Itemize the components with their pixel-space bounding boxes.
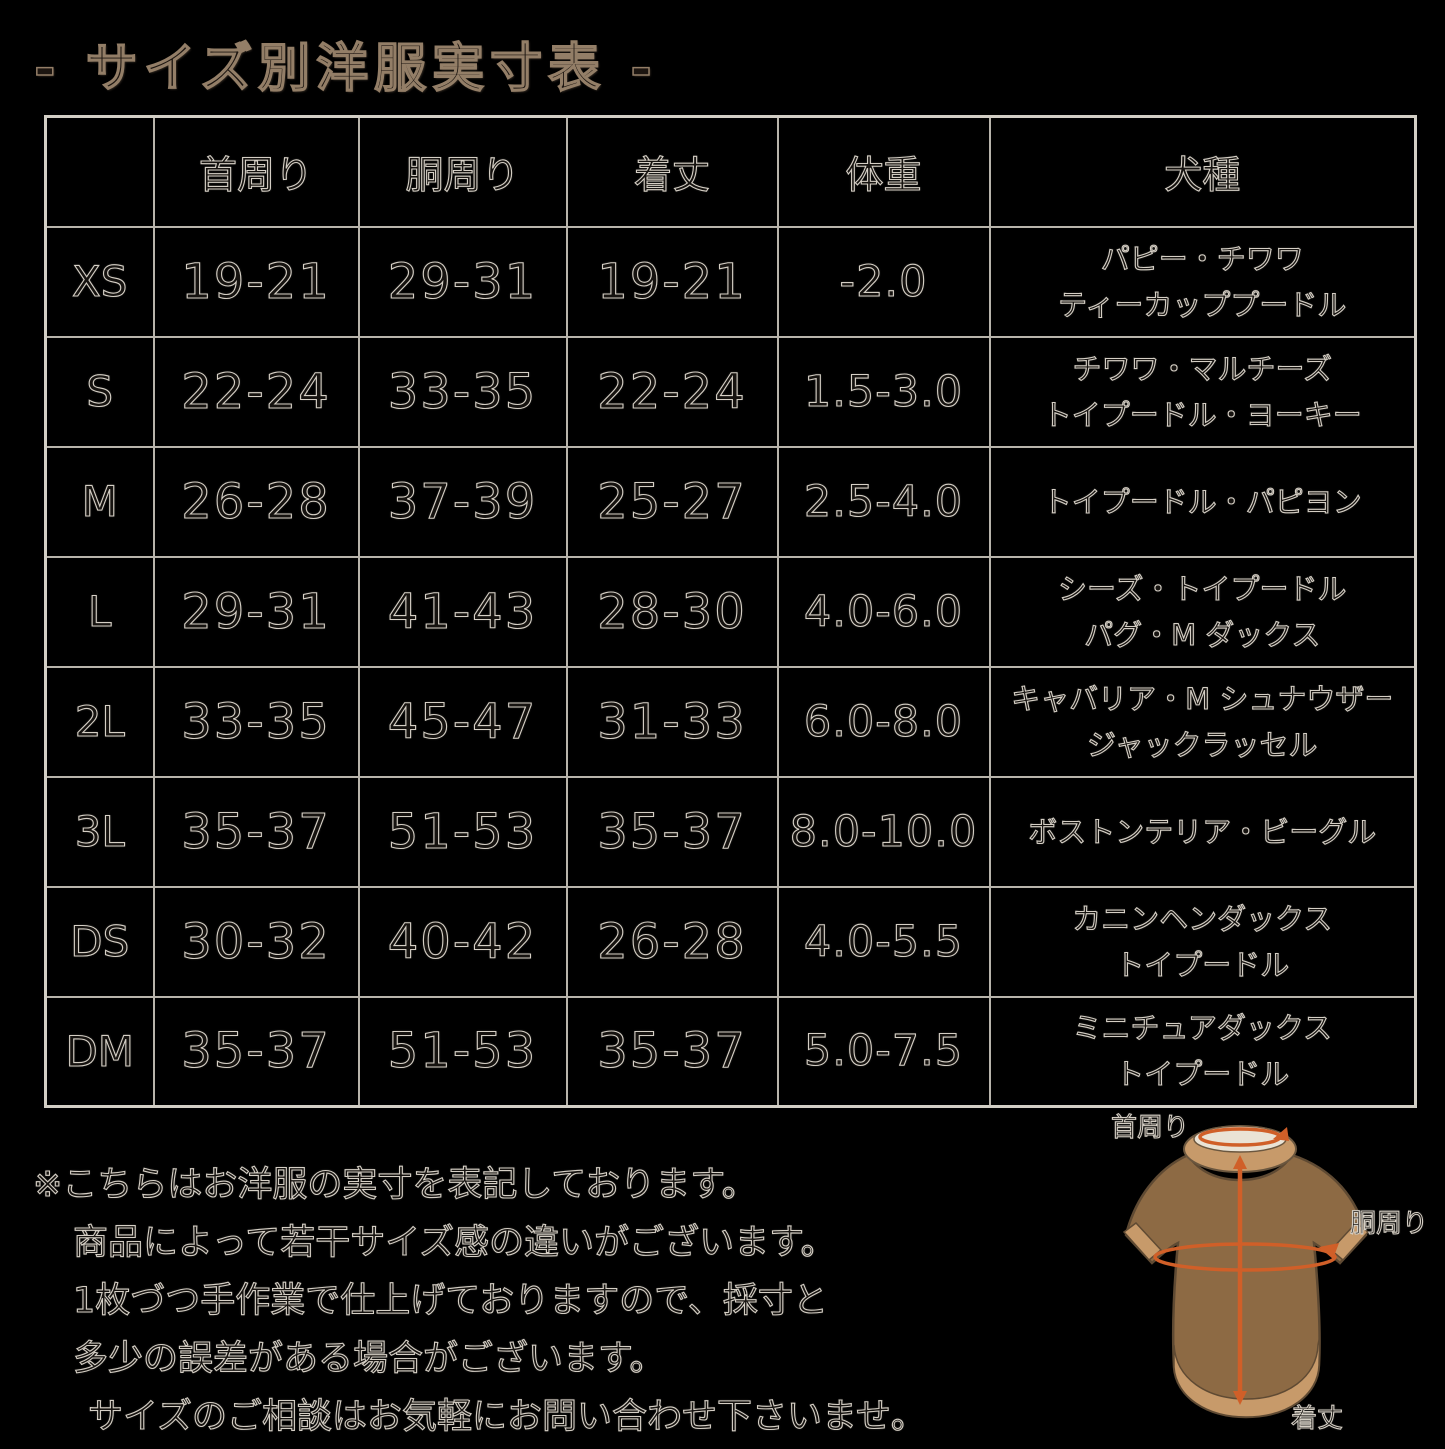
girth-value: 29-31 [357, 225, 568, 338]
shirt-hem-band [1173, 1338, 1321, 1418]
length-value: 35-37 [565, 995, 779, 1108]
neck-value: 22-24 [152, 335, 360, 448]
size-label: S [44, 335, 155, 448]
weight-value: 4.0-6.0 [776, 555, 991, 668]
size-label: M [44, 445, 155, 558]
weight-value: 1.5-3.0 [776, 335, 991, 448]
header-neck: 首周り [152, 115, 360, 228]
note-line: 商品によって若干サイズ感の違いがございます。 [72, 1222, 836, 1263]
size-label: L [44, 555, 155, 668]
girth-value: 51-53 [357, 995, 568, 1108]
breed-value: ミニチュアダックス トイプードル [988, 995, 1417, 1108]
neck-value: 26-28 [152, 445, 360, 558]
weight-value: 2.5-4.0 [776, 445, 991, 558]
neck-label: 首周り [1110, 1112, 1190, 1143]
size-measurement-table: 首周り 胴周り 着丈 体重 犬種 XS 19-21 29-31 19-21 -2… [44, 115, 1417, 1108]
shirt-body [1124, 1153, 1368, 1419]
size-label: DM [44, 995, 155, 1108]
measurement-notes: ※こちらはお洋服の実寸を表記しております。 商品によって若干サイズ感の違いがござ… [32, 1156, 926, 1446]
header-girth: 胴周り [357, 115, 568, 228]
table-header-row: 首周り 胴周り 着丈 体重 犬種 [44, 115, 1417, 228]
length-value: 35-37 [565, 775, 779, 888]
neck-value: 35-37 [152, 775, 360, 888]
table-row-2l: 2L 33-35 45-47 31-33 6.0-8.0 キャバリア・M シュナ… [44, 665, 1417, 778]
length-value: 19-21 [565, 225, 779, 338]
breed-value: パピー・チワワ ティーカッププードル [988, 225, 1417, 338]
table-row-dm: DM 35-37 51-53 35-37 5.0-7.5 ミニチュアダックス トイ… [44, 995, 1417, 1108]
girth-label: 胴周り [1349, 1208, 1429, 1239]
table-row-ds: DS 30-32 40-42 26-28 4.0-5.5 カニンヘンダックス トイ… [44, 885, 1417, 998]
size-label: DS [44, 885, 155, 998]
breed-value: トイプードル・パピヨン [988, 445, 1417, 558]
breed-value: ボストンテリア・ビーグル [988, 775, 1417, 888]
page-title: - サイズ別洋服実寸表 - [33, 38, 658, 100]
shirt-left-cuff [1122, 1221, 1163, 1262]
length-measure-arrow-icon [1233, 1155, 1247, 1405]
table-row-3l: 3L 35-37 51-53 35-37 8.0-10.0 ボストンテリア・ビー… [44, 775, 1417, 888]
weight-value: 5.0-7.5 [776, 995, 991, 1108]
size-label: 2L [44, 665, 155, 778]
length-value: 28-30 [565, 555, 779, 668]
girth-value: 33-35 [357, 335, 568, 448]
length-value: 31-33 [565, 665, 779, 778]
neck-value: 35-37 [152, 995, 360, 1108]
girth-value: 41-43 [357, 555, 568, 668]
weight-value: 4.0-5.5 [776, 885, 991, 998]
breed-value: シーズ・トイプードル パグ・M ダックス [988, 555, 1417, 668]
note-line: 1枚づつ手作業で仕上げておりますので、採寸と [72, 1280, 828, 1321]
breed-value: キャバリア・M シュナウザー ジャックラッセル [988, 665, 1417, 778]
neck-measure-arrow-icon [1198, 1127, 1289, 1147]
weight-value: 8.0-10.0 [776, 775, 991, 888]
size-label: XS [44, 225, 155, 338]
table-row-m: M 26-28 37-39 25-27 2.5-4.0 トイプードル・パピヨン [44, 445, 1417, 558]
length-value: 26-28 [565, 885, 779, 998]
girth-value: 40-42 [357, 885, 568, 998]
header-size [44, 115, 155, 228]
neck-value: 29-31 [152, 555, 360, 668]
note-line: 多少の誤差がある場合がございます。 [72, 1338, 665, 1379]
header-breed: 犬種 [988, 115, 1417, 228]
size-label: 3L [44, 775, 155, 888]
header-length: 着丈 [565, 115, 779, 228]
note-line: ※こちらはお洋服の実寸を表記しております。 [32, 1164, 757, 1205]
girth-measure-arrow-icon [1153, 1242, 1339, 1272]
note-line: サイズのご相談はお気軽にお問い合わせ下さいませ。 [87, 1396, 926, 1437]
neck-value: 33-35 [152, 665, 360, 778]
neck-value: 19-21 [152, 225, 360, 338]
table-row-s: S 22-24 33-35 22-24 1.5-3.0 チワワ・マルチーズ トイプ… [44, 335, 1417, 448]
header-weight: 体重 [776, 115, 991, 228]
breed-value: カニンヘンダックス トイプードル [988, 885, 1417, 998]
girth-value: 45-47 [357, 665, 568, 778]
table-row-xs: XS 19-21 29-31 19-21 -2.0 パピー・チワワ ティーカッププ… [44, 225, 1417, 338]
breed-value: チワワ・マルチーズ トイプードル・ヨーキー [988, 335, 1417, 448]
weight-value: 6.0-8.0 [776, 665, 991, 778]
weight-value: -2.0 [776, 225, 991, 338]
table-row-l: L 29-31 41-43 28-30 4.0-6.0 シーズ・トイプードル パグ… [44, 555, 1417, 668]
length-value: 25-27 [565, 445, 779, 558]
girth-value: 37-39 [357, 445, 568, 558]
length-value: 22-24 [565, 335, 779, 448]
dog-shirt-graphic [1122, 1125, 1370, 1419]
length-label: 着丈 [1290, 1403, 1344, 1434]
dog-shirt-illustration: 首周り 胴周り 着丈 [1095, 1095, 1445, 1445]
girth-value: 51-53 [357, 775, 568, 888]
neck-value: 30-32 [152, 885, 360, 998]
